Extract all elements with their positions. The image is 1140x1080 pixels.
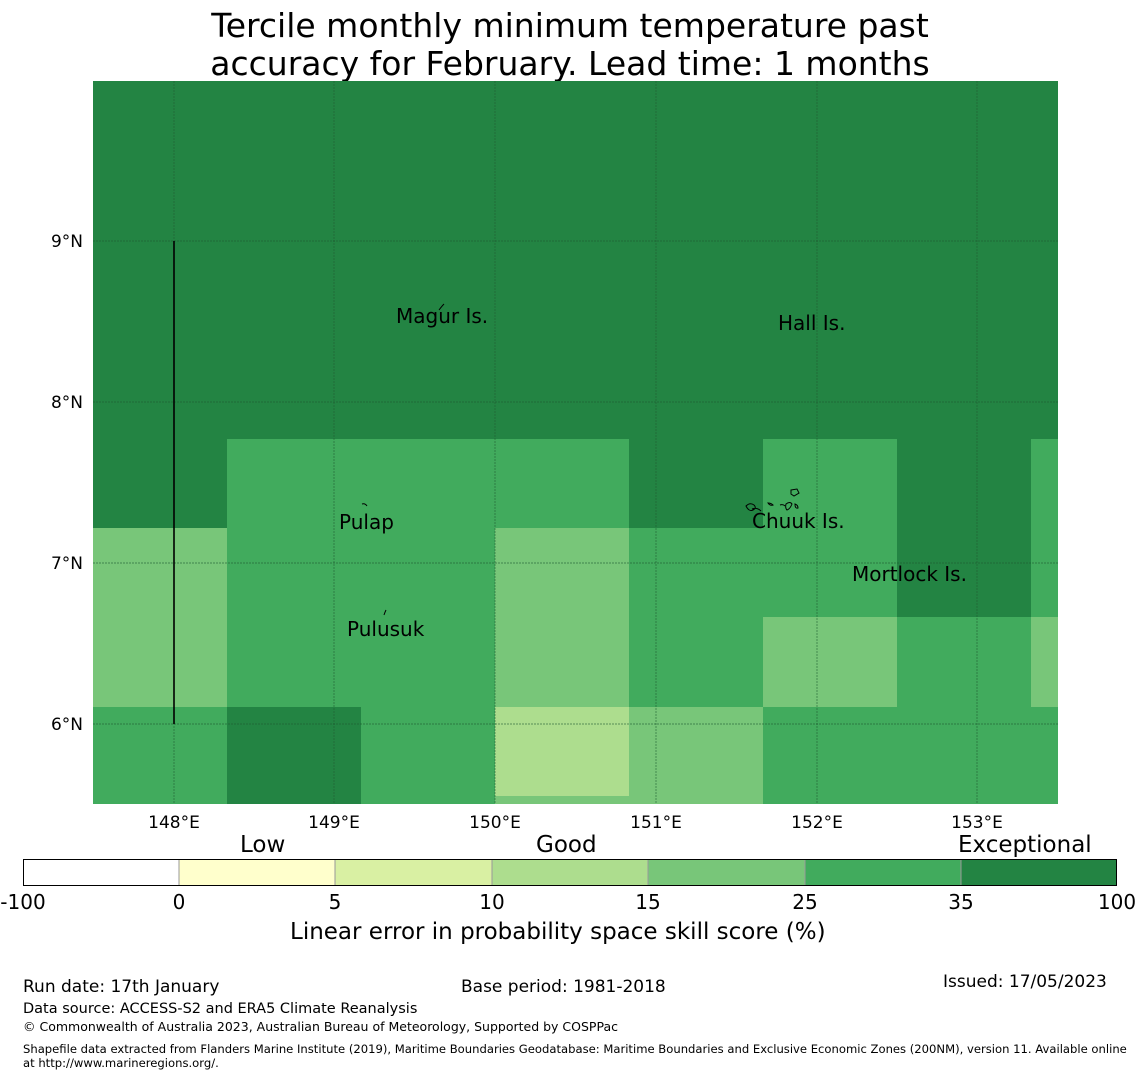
x-tick-label: 149°E [308, 813, 360, 833]
category-low: Low [240, 832, 286, 858]
skill-cell [361, 617, 495, 707]
skill-cell [629, 707, 763, 804]
skill-cell [93, 796, 227, 804]
magur-island-outline [438, 303, 445, 311]
skill-cell [763, 796, 897, 804]
skill-cell [361, 439, 495, 528]
colorbar-segment [648, 859, 805, 886]
skill-cell [1031, 617, 1058, 707]
place-label: Pulusuk [347, 617, 425, 641]
skill-cell [1031, 439, 1058, 528]
place-label: Magur Is. [396, 304, 488, 328]
colorbar-outline [23, 859, 1117, 886]
graticule: 148°E 149°E 150°E 151°E 152°E 153°E 9°N 8°N 7°N 6… [51, 81, 1058, 833]
skill-cell [93, 528, 227, 707]
issued-date: Issued: 17/05/2023 [943, 972, 1107, 992]
skill-cell [495, 439, 629, 528]
colorbar-tick-label: 35 [948, 890, 974, 914]
skill-cell [227, 528, 361, 617]
skill-cell [1031, 796, 1058, 804]
skill-cell [629, 528, 763, 617]
skill-cell [93, 707, 227, 796]
skill-region-exceptional [93, 81, 1058, 439]
colorbar-segment [23, 859, 179, 886]
copyright: © Commonwealth of Australia 2023, Austra… [23, 1019, 618, 1034]
y-tick-label: 6°N [51, 715, 83, 735]
colorbar-tick-label: 100 [1097, 890, 1137, 914]
y-tick-label: 8°N [51, 393, 83, 413]
x-tick-label: 152°E [791, 813, 843, 833]
skill-cell [629, 617, 763, 707]
colorbar-tick-label: -100 [0, 890, 46, 914]
skill-cell [897, 796, 1031, 804]
skill-cell [897, 707, 1031, 796]
skill-cell [897, 439, 1031, 528]
pulusuk-island-outline [383, 609, 387, 616]
skill-cell [763, 528, 897, 617]
skill-cell [1031, 528, 1058, 617]
skill-cell [763, 707, 897, 796]
y-tick-label: 9°N [51, 232, 83, 252]
pulap-island-outline [361, 503, 368, 507]
skill-cell [361, 528, 495, 617]
colorbar-tick-label: 5 [328, 890, 342, 914]
skill-cell [227, 707, 361, 804]
y-tick-label: 7°N [51, 554, 83, 574]
x-tick-label: 153°E [951, 813, 1003, 833]
title-line-1: Tercile monthly minimum temperature past [211, 6, 929, 45]
place-label: Pulap [339, 510, 394, 534]
colorbar-segment [961, 859, 1117, 886]
category-exceptional: Exceptional [958, 832, 1092, 858]
colorbar-tick-label: 10 [479, 890, 505, 914]
title-line-2: accuracy for February. Lead time: 1 mont… [210, 44, 930, 83]
skill-cell [495, 796, 629, 804]
colorbar-segment [805, 859, 961, 886]
colorbar-segment [179, 859, 335, 886]
skill-cell [93, 439, 227, 528]
island-outlines [361, 303, 800, 616]
colorbar-tick-label: 25 [792, 890, 818, 914]
base-period: Base period: 1981-2018 [461, 977, 666, 997]
skill-cell [495, 528, 629, 707]
skill-cell [495, 707, 629, 796]
colorbar-tick-label: 0 [172, 890, 186, 914]
run-date: Run date: 17th January [23, 977, 220, 997]
skill-cell [1031, 707, 1058, 796]
x-tick-label: 151°E [630, 813, 682, 833]
skill-cell [897, 617, 1031, 707]
colorbar-segment [335, 859, 492, 886]
skill-cell [897, 528, 1031, 617]
colorbar [23, 859, 1117, 886]
skill-cell [629, 439, 763, 528]
skill-grid [93, 81, 1058, 804]
colorbar-xlabel: Linear error in probability space skill … [290, 919, 826, 945]
skill-cell [763, 617, 897, 707]
colorbar-tick-label: 15 [635, 890, 661, 914]
x-tick-label: 150°E [469, 813, 521, 833]
x-tick-label: 148°E [148, 813, 200, 833]
place-label: Chuuk Is. [752, 509, 845, 533]
data-source: Data source: ACCESS-S2 and ERA5 Climate … [23, 1001, 418, 1017]
skill-cell [763, 439, 897, 528]
category-good: Good [536, 832, 597, 858]
skill-cell [227, 439, 361, 528]
chuuk-lagoon-outline [745, 488, 800, 512]
skill-cell [361, 796, 495, 804]
shapefile-credit: Shapefile data extracted from Flanders M… [23, 1042, 1127, 1070]
place-label: Hall Is. [778, 311, 845, 335]
skill-cell [361, 707, 495, 796]
place-label: Mortlock Is. [852, 562, 967, 586]
skill-cell [227, 617, 361, 707]
colorbar-segment [492, 859, 648, 886]
